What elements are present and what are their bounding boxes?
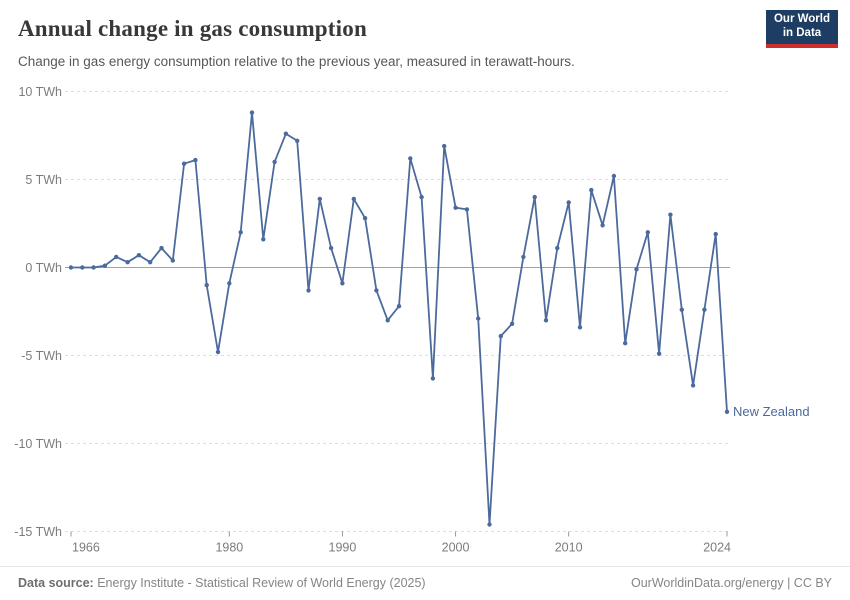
- data-point: [589, 187, 594, 193]
- data-source-text: Data source: Energy Institute - Statisti…: [18, 576, 426, 590]
- data-point: [125, 260, 130, 265]
- data-point: [295, 138, 300, 143]
- data-point: [351, 196, 356, 202]
- data-point: [374, 288, 379, 293]
- owid-credit-link[interactable]: OurWorldinData.org/energy | CC BY: [630, 576, 832, 590]
- data-source-value: Energy Institute - Statistical Review of…: [93, 576, 426, 590]
- data-point: [148, 260, 153, 265]
- y-axis-tick-label: 5 TWh: [25, 173, 62, 187]
- data-point: [80, 265, 85, 270]
- data-point: [577, 325, 583, 330]
- data-point: [611, 173, 617, 179]
- footer: Data source: Energy Institute - Statisti…: [0, 566, 850, 590]
- data-point: [272, 159, 277, 165]
- x-axis-tick-label: 1966: [72, 541, 100, 555]
- data-point: [419, 194, 424, 200]
- data-point: [600, 223, 605, 228]
- data-source-label: Data source:: [18, 576, 94, 590]
- data-point: [102, 263, 108, 268]
- data-point: [193, 157, 198, 163]
- data-point: [498, 333, 503, 339]
- data-point: [645, 230, 650, 235]
- data-point: [408, 156, 413, 161]
- data-point: [215, 349, 221, 355]
- data-point: [634, 267, 639, 272]
- x-axis-tick-label: 1980: [215, 541, 243, 555]
- data-point: [181, 161, 187, 166]
- data-point: [521, 254, 526, 260]
- chart-subtitle: Change in gas energy consumption relativ…: [18, 54, 575, 69]
- data-point: [362, 216, 368, 221]
- data-point: [159, 245, 164, 251]
- x-axis-tick-label: 1990: [329, 541, 357, 555]
- data-point: [668, 212, 673, 217]
- y-axis-tick-label: -10 TWh: [14, 437, 62, 451]
- data-point: [453, 205, 458, 210]
- data-point: [476, 316, 481, 321]
- x-axis-tick-label: 2024: [703, 541, 731, 555]
- data-point: [724, 409, 730, 414]
- owid-logo-line2: in Data: [782, 27, 822, 39]
- data-point: [442, 143, 447, 149]
- data-point: [306, 288, 311, 293]
- data-point: [340, 281, 345, 286]
- data-point: [114, 254, 119, 260]
- chart-title: Annual change in gas consumption: [18, 16, 367, 41]
- data-point: [204, 282, 209, 288]
- data-point: [543, 318, 549, 323]
- owid-logo[interactable]: Our World in Data: [766, 10, 838, 48]
- series-entity-label: New Zealand: [733, 404, 810, 419]
- data-point: [396, 304, 402, 309]
- data-point: [713, 231, 718, 237]
- data-point: [283, 131, 289, 136]
- data-point: [566, 200, 571, 205]
- x-axis-tick-label: 2010: [555, 541, 583, 555]
- data-point: [238, 230, 243, 235]
- data-point: [532, 194, 537, 200]
- data-point: [385, 318, 390, 323]
- data-point: [68, 265, 74, 270]
- owid-logo-line1: Our World: [773, 13, 830, 26]
- data-point: [656, 351, 662, 356]
- data-point: [509, 321, 515, 326]
- data-point: [702, 307, 707, 312]
- data-point: [261, 237, 266, 242]
- y-axis-tick-label: 10 TWh: [18, 85, 62, 99]
- data-point: [555, 245, 560, 251]
- data-point: [91, 265, 96, 270]
- data-point: [464, 207, 470, 212]
- data-point: [328, 245, 334, 251]
- series-line-new-zealand: [70, 111, 728, 526]
- data-point: [170, 258, 175, 263]
- data-point: [136, 253, 142, 258]
- data-point: [430, 376, 436, 381]
- data-point: [317, 196, 322, 202]
- data-point: [679, 307, 684, 312]
- data-point: [249, 110, 255, 115]
- data-point: [487, 522, 492, 527]
- data-point: [227, 281, 232, 286]
- y-axis-tick-label: 0 TWh: [25, 261, 62, 275]
- x-axis-tick-label: 2000: [442, 541, 470, 555]
- data-point: [690, 383, 696, 388]
- y-axis-tick-label: -15 TWh: [14, 525, 62, 539]
- y-axis-tick-label: -5 TWh: [21, 349, 62, 363]
- data-point: [623, 341, 628, 346]
